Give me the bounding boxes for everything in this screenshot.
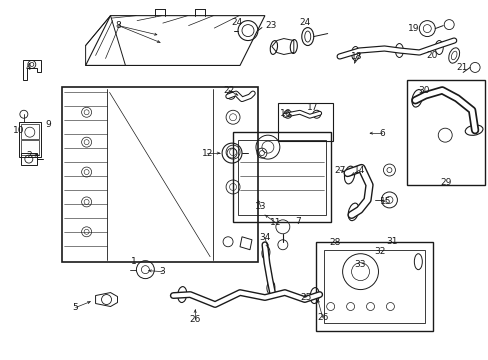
Text: 13: 13 [255,202,266,211]
Text: 29: 29 [440,179,451,188]
Text: 11: 11 [269,218,281,227]
Text: 28: 28 [328,238,340,247]
Text: 8: 8 [115,21,121,30]
Bar [61,87,258,262]
Bar [21,153,37,165]
Text: 16: 16 [280,109,291,118]
Text: 21: 21 [455,63,467,72]
Text: 14: 14 [353,166,365,175]
Text: 27: 27 [333,166,345,175]
Text: 10: 10 [13,126,24,135]
Text: 9: 9 [45,120,51,129]
Text: 6: 6 [379,129,385,138]
Text: 34: 34 [259,233,270,242]
Text: 30: 30 [418,86,429,95]
Bar [238,140,325,215]
Text: 25: 25 [300,293,311,302]
Text: 22: 22 [223,86,234,95]
Text: 24: 24 [231,18,242,27]
Text: 3: 3 [159,267,165,276]
Text: 15: 15 [379,197,390,206]
Text: 12: 12 [201,149,212,158]
Text: 5: 5 [73,303,79,312]
Text: 19: 19 [407,24,418,33]
Bar [21,124,39,139]
Text: 1: 1 [130,257,136,266]
Text: 20: 20 [426,51,437,60]
Text: 4: 4 [26,63,32,72]
Bar [277,103,332,141]
Bar [407,80,484,185]
Bar [21,140,39,155]
Text: 26: 26 [189,315,201,324]
Text: 24: 24 [299,18,310,27]
Bar [315,242,432,332]
Text: 17: 17 [306,103,318,112]
Text: 33: 33 [353,260,365,269]
Text: 23: 23 [264,21,276,30]
Polygon shape [271,39,293,54]
Text: 32: 32 [373,247,385,256]
Text: 2: 2 [26,150,32,159]
Bar [233,132,330,222]
Text: 7: 7 [294,217,300,226]
Bar [19,122,41,157]
Text: 18: 18 [350,52,362,61]
Text: 26: 26 [316,313,328,322]
Text: 31: 31 [386,237,397,246]
